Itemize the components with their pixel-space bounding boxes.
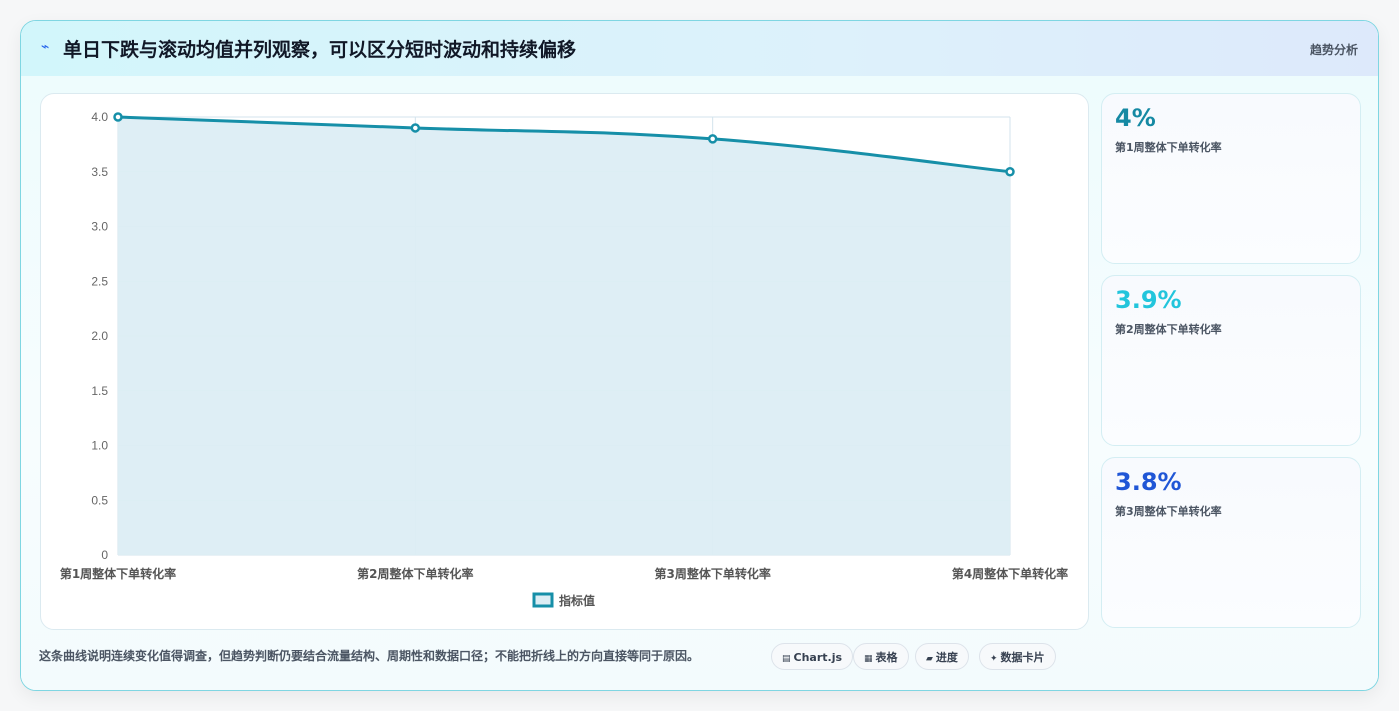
legend-swatch bbox=[532, 592, 554, 608]
chip-label: 进度 bbox=[935, 651, 958, 664]
data-point bbox=[113, 112, 123, 122]
line-chart: 0 0.5 1.0 1.5 2.0 2.5 3.0 3.5 4.0 第1周整体下单转化率 第2周整体… bbox=[60, 110, 1068, 608]
dashboard-card: ⌁ 单日下跌与滚动均值并列观察，可以区分短时波动和持续偏移 趋势分析 0 0.5 1… bbox=[20, 20, 1379, 691]
y-tick-label: 1.5 bbox=[91, 384, 108, 398]
x-tick-label: 第1周整体下单转化率 bbox=[60, 566, 176, 581]
chip-progress[interactable]: ▰ 进度 bbox=[915, 643, 969, 670]
header-tag: 趋势分析 bbox=[1309, 43, 1358, 57]
stat-value: 4% bbox=[1115, 104, 1156, 132]
chip-label: 表格 bbox=[875, 651, 898, 664]
stat-card-week3: 3.8% 第3周整体下单转化率 bbox=[1101, 457, 1361, 628]
stat-value: 3.9% bbox=[1115, 286, 1182, 314]
stat-label: 第2周整体下单转化率 bbox=[1115, 323, 1222, 336]
y-tick-label: 0.5 bbox=[91, 493, 108, 507]
series-area bbox=[118, 117, 1010, 555]
stat-card-week1: 4% 第1周整体下单转化率 bbox=[1101, 93, 1361, 264]
chip-chartjs[interactable]: ▤ Chart.js bbox=[771, 643, 854, 670]
series-line bbox=[117, 115, 1011, 174]
stat-label: 第1周整体下单转化率 bbox=[1115, 141, 1222, 154]
x-tick-label: 第2周整体下单转化率 bbox=[357, 566, 473, 581]
footer-note: 这条曲线说明连续变化值得调查，但趋势判断仍要结合流量结构、周期性和数据口径；不能… bbox=[39, 649, 700, 663]
y-tick-label: 3.5 bbox=[91, 165, 108, 179]
y-tick-label: 4.0 bbox=[91, 110, 108, 124]
chart-icon: ▤ bbox=[782, 654, 791, 664]
data-point bbox=[707, 134, 718, 144]
sparkle-icon: ✦ bbox=[990, 654, 998, 664]
chip-data-card[interactable]: ✦ 数据卡片 bbox=[979, 643, 1056, 670]
legend-label: 指标值 bbox=[559, 593, 595, 608]
trend-line-icon: ⌁ bbox=[41, 39, 50, 55]
stat-value: 3.8% bbox=[1115, 468, 1182, 496]
x-tick-label: 第3周整体下单转化率 bbox=[654, 566, 770, 581]
table-icon: ▦ bbox=[864, 654, 873, 664]
y-tick-label: 2.5 bbox=[91, 274, 108, 288]
card-header: ⌁ 单日下跌与滚动均值并列观察，可以区分短时波动和持续偏移 趋势分析 bbox=[21, 21, 1378, 76]
stat-card-week2: 3.9% 第2周整体下单转化率 bbox=[1101, 275, 1361, 446]
y-tick-label: 2.0 bbox=[91, 329, 108, 343]
page-title: 单日下跌与滚动均值并列观察，可以区分短时波动和持续偏移 bbox=[63, 39, 577, 61]
chart-panel: 0 0.5 1.0 1.5 2.0 2.5 3.0 3.5 4.0 第1周整体下单转化率 第2周整体… bbox=[40, 93, 1089, 630]
x-tick-label: 第4周整体下单转化率 bbox=[952, 566, 1068, 581]
chip-label: Chart.js bbox=[793, 651, 843, 664]
chip-table[interactable]: ▦ 表格 bbox=[853, 643, 909, 670]
y-tick-label: 0 bbox=[101, 548, 108, 562]
chip-label: 数据卡片 bbox=[1000, 651, 1045, 664]
data-point bbox=[410, 123, 421, 133]
stat-label: 第3周整体下单转化率 bbox=[1115, 505, 1222, 518]
y-tick-label: 3.0 bbox=[91, 220, 108, 234]
data-point bbox=[1005, 167, 1015, 177]
y-tick-label: 1.0 bbox=[91, 439, 108, 453]
progress-icon: ▰ bbox=[926, 654, 933, 664]
